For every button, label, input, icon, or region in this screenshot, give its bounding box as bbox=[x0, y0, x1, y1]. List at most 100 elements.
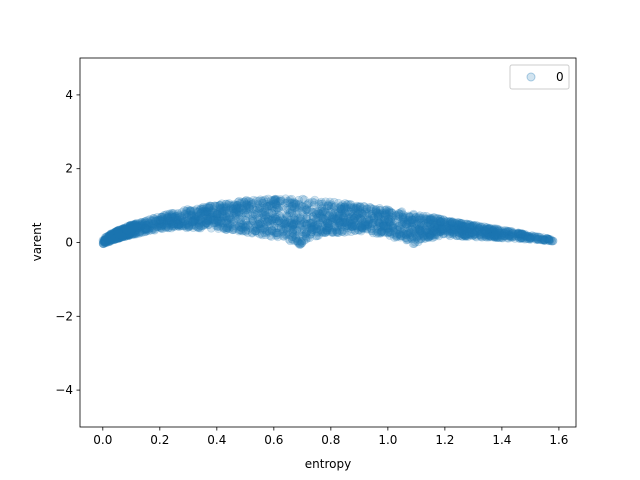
scatter-point bbox=[108, 233, 118, 243]
scatter-point bbox=[301, 229, 311, 238]
scatter-point bbox=[482, 223, 492, 232]
scatter-point bbox=[241, 201, 251, 210]
scatter-point bbox=[201, 219, 211, 228]
scatter-point bbox=[533, 232, 543, 242]
scatter-point bbox=[256, 221, 265, 231]
scatter-point bbox=[418, 226, 427, 235]
scatter-point bbox=[449, 226, 458, 235]
scatter-point bbox=[137, 217, 147, 227]
scatter-point bbox=[135, 222, 145, 232]
scatter-point bbox=[289, 212, 299, 222]
y-tick-label: 4 bbox=[65, 88, 73, 102]
scatter-point bbox=[222, 208, 232, 218]
scatter-point bbox=[120, 227, 129, 237]
scatter-point bbox=[278, 225, 288, 234]
scatter-point bbox=[131, 219, 140, 229]
scatter-point bbox=[266, 232, 276, 241]
scatter-point bbox=[131, 226, 140, 235]
scatter-point bbox=[182, 208, 192, 218]
scatter-point bbox=[342, 218, 351, 227]
scatter-point bbox=[313, 227, 322, 237]
scatter-point bbox=[499, 228, 509, 238]
scatter-point bbox=[439, 218, 449, 228]
scatter-point bbox=[101, 234, 110, 244]
scatter-point bbox=[477, 222, 486, 232]
scatter-point bbox=[241, 216, 251, 226]
scatter-point bbox=[424, 233, 434, 242]
scatter-point bbox=[253, 214, 263, 224]
scatter-point bbox=[514, 229, 523, 239]
scatter-point bbox=[494, 226, 504, 236]
scatter-point bbox=[425, 216, 435, 226]
scatter-point bbox=[415, 224, 424, 233]
scatter-point bbox=[117, 225, 126, 235]
scatter-point bbox=[338, 218, 348, 227]
scatter-point bbox=[116, 230, 126, 239]
scatter-point bbox=[312, 223, 322, 233]
scatter-point bbox=[331, 214, 341, 224]
scatter-point bbox=[313, 215, 323, 225]
scatter-point bbox=[466, 230, 476, 240]
scatter-point bbox=[548, 236, 558, 246]
scatter-point bbox=[187, 210, 196, 219]
scatter-point bbox=[120, 231, 130, 241]
scatter-point bbox=[207, 201, 216, 211]
scatter-point bbox=[465, 230, 474, 239]
y-tick-label: 0 bbox=[65, 236, 73, 250]
scatter-point bbox=[308, 222, 317, 232]
scatter-point bbox=[272, 230, 282, 240]
scatter-point bbox=[269, 206, 279, 216]
scatter-point bbox=[320, 206, 329, 216]
scatter-point bbox=[255, 213, 265, 223]
scatter-point bbox=[419, 216, 428, 226]
scatter-point bbox=[547, 236, 556, 245]
scatter-point bbox=[267, 208, 277, 218]
scatter-point bbox=[235, 198, 245, 208]
scatter-point bbox=[364, 209, 374, 218]
scatter-point bbox=[303, 233, 312, 243]
scatter-point bbox=[114, 230, 123, 240]
scatter-point bbox=[424, 215, 433, 225]
scatter-point bbox=[381, 223, 390, 233]
scatter-point bbox=[99, 239, 108, 249]
scatter-point bbox=[485, 231, 494, 241]
scatter-point bbox=[241, 196, 250, 206]
scatter-point bbox=[248, 209, 257, 218]
scatter-point bbox=[411, 212, 421, 222]
scatter-point bbox=[347, 212, 356, 222]
scatter-point bbox=[282, 218, 292, 227]
scatter-point bbox=[310, 195, 320, 205]
scatter-point bbox=[270, 195, 280, 205]
scatter-point bbox=[368, 211, 377, 221]
scatter-point bbox=[198, 207, 208, 217]
scatter-point bbox=[131, 229, 140, 239]
scatter-point bbox=[295, 220, 304, 230]
scatter-point bbox=[233, 201, 242, 210]
scatter-point bbox=[467, 221, 476, 231]
scatter-point bbox=[247, 200, 256, 209]
scatter-point bbox=[489, 226, 499, 235]
scatter-point bbox=[399, 224, 409, 233]
scatter-point bbox=[280, 230, 290, 239]
scatter-point bbox=[453, 220, 462, 230]
scatter-point bbox=[353, 210, 363, 219]
scatter-point bbox=[401, 212, 410, 221]
scatter-point bbox=[422, 231, 432, 240]
scatter-point bbox=[308, 225, 317, 234]
scatter-point bbox=[302, 214, 311, 223]
scatter-point bbox=[242, 195, 251, 205]
scatter-point bbox=[492, 230, 502, 240]
y-tick-label: −2 bbox=[55, 309, 73, 323]
scatter-point bbox=[105, 233, 115, 243]
scatter-point bbox=[166, 212, 176, 221]
scatter-point bbox=[267, 226, 277, 235]
scatter-point bbox=[242, 199, 251, 209]
scatter-point bbox=[270, 198, 280, 208]
x-tick-label: 0.2 bbox=[150, 433, 169, 447]
scatter-point bbox=[120, 224, 130, 234]
scatter-point bbox=[186, 206, 196, 215]
scatter-point bbox=[340, 228, 349, 237]
scatter-point bbox=[229, 204, 238, 214]
scatter-point bbox=[273, 204, 283, 213]
scatter-point bbox=[289, 218, 299, 228]
